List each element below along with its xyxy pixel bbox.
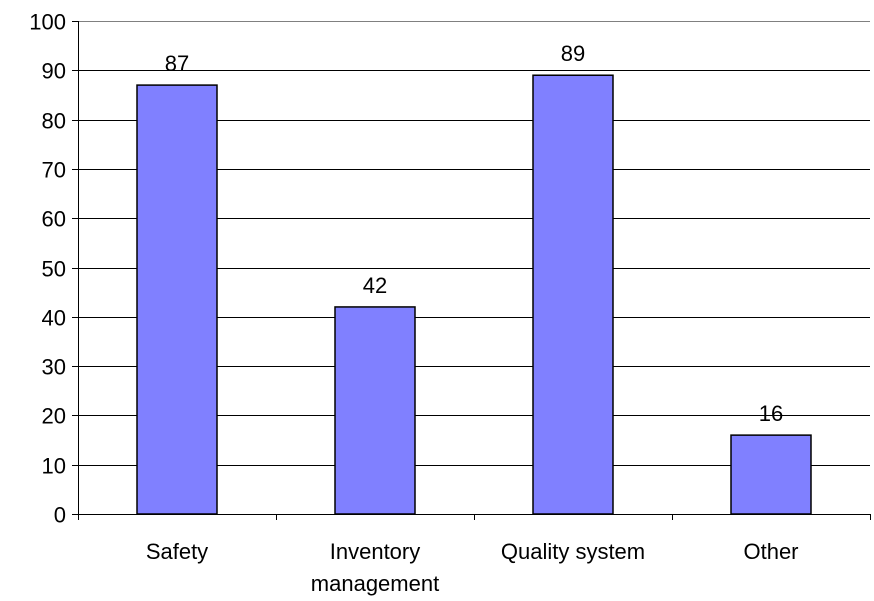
y-tick-label: 20 <box>42 404 66 429</box>
y-tick-label: 60 <box>42 207 66 232</box>
y-tick-label: 90 <box>42 59 66 84</box>
y-tick-label: 40 <box>42 306 66 331</box>
axes <box>72 21 871 520</box>
y-tick-label: 0 <box>54 503 66 528</box>
data-label: 42 <box>363 273 387 298</box>
bars <box>136 74 812 515</box>
data-label: 87 <box>165 51 189 76</box>
y-tick-label: 50 <box>42 257 66 282</box>
data-label: 89 <box>561 41 585 66</box>
x-category-label: Quality system <box>501 539 645 564</box>
bar <box>730 434 812 515</box>
data-label: 16 <box>759 401 783 426</box>
bar <box>136 84 218 515</box>
labels: 0 10 20 30 40 50 60 70 80 90 100 87 Safety 42 Inventor… <box>29 10 798 597</box>
x-category-label: Other <box>743 539 798 564</box>
y-tick-label: 70 <box>42 158 66 183</box>
y-tick-label: 10 <box>42 454 66 479</box>
x-category-label: management <box>311 571 439 596</box>
bar <box>334 306 416 515</box>
bar <box>532 74 614 515</box>
x-category-label: Inventory <box>330 539 421 564</box>
y-tick-label: 30 <box>42 355 66 380</box>
x-category-label: Safety <box>146 539 208 564</box>
y-tick-label: 80 <box>42 109 66 134</box>
y-tick-label: 100 <box>29 10 66 35</box>
